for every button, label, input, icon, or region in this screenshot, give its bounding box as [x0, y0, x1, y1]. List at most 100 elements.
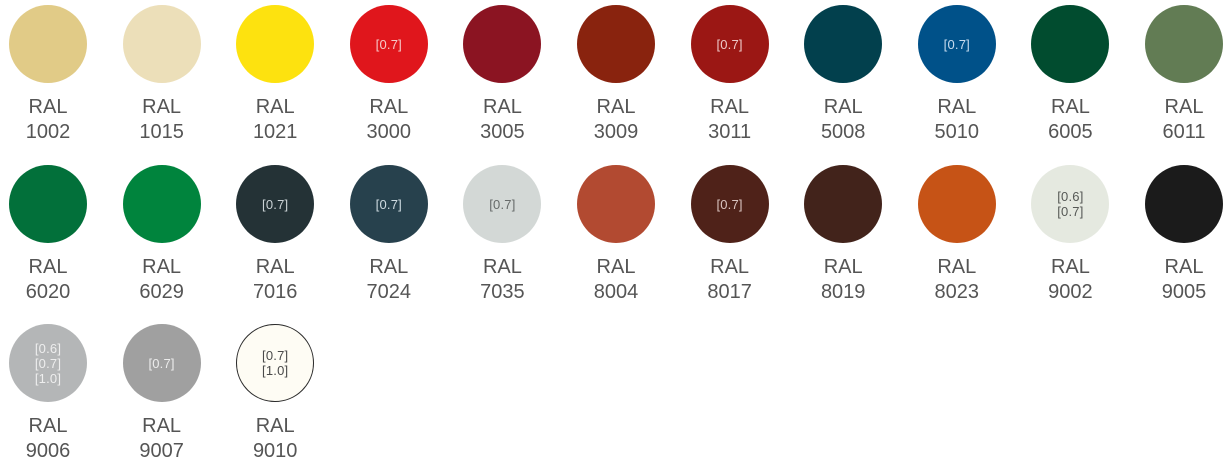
thickness-label: [1.0] — [262, 363, 289, 378]
ral-code: 7035 — [480, 281, 525, 303]
color-swatch: [0.7] RAL 9007 — [117, 324, 207, 463]
ral-label: RAL 8019 — [798, 255, 888, 305]
ral-label: RAL 7035 — [457, 255, 547, 305]
ral-code: 1021 — [252, 121, 298, 143]
color-circle — [122, 165, 201, 243]
ral-label: RAL 8017 — [685, 255, 775, 305]
color-circle — [122, 5, 201, 83]
color-circle — [236, 5, 315, 83]
ral-prefix: RAL — [369, 256, 409, 278]
ral-prefix: RAL — [937, 256, 977, 278]
color-swatch: RAL 1021 — [230, 5, 320, 155]
thickness-label: [0.6] — [1057, 189, 1084, 204]
ral-code: 3011 — [708, 121, 752, 143]
ral-label: RAL 1002 — [3, 95, 93, 145]
color-circle: [0.6] [0.7] [1.0] — [9, 324, 87, 402]
color-swatch: RAL 1002 — [3, 5, 93, 155]
thickness-label: [0.7] — [375, 196, 402, 212]
thickness-label: [0.7] — [262, 196, 289, 212]
color-circle — [9, 5, 87, 83]
ral-prefix: RAL — [710, 96, 750, 118]
ral-prefix: RAL — [710, 256, 750, 278]
ral-code: 9005 — [1161, 281, 1207, 303]
ral-prefix: RAL — [1164, 96, 1204, 118]
ral-label: RAL 3000 — [344, 95, 434, 145]
ral-label: RAL 6020 — [3, 255, 93, 305]
color-swatch: RAL 5008 — [798, 5, 888, 155]
thickness-label: [0.7] — [375, 36, 402, 52]
color-swatch: RAL 1015 — [117, 5, 207, 155]
ral-prefix: RAL — [1164, 256, 1204, 278]
ral-code: 8023 — [934, 281, 980, 303]
color-swatch: [0.7] RAL 5010 — [912, 5, 1002, 155]
ral-label: RAL 9010 — [230, 414, 320, 463]
color-circle — [463, 5, 542, 83]
color-circle — [917, 165, 996, 243]
color-swatch: [0.7] RAL 3011 — [685, 5, 775, 155]
color-circle: [0.7] — [463, 165, 542, 243]
color-circle — [804, 5, 883, 83]
ral-prefix: RAL — [255, 415, 295, 437]
thickness-label: [0.7] — [716, 196, 743, 212]
ral-label: RAL 6011 — [1139, 95, 1224, 145]
color-circle — [1031, 5, 1110, 83]
thickness-label: [1.0] — [34, 370, 62, 386]
color-swatch: [0.6] [0.7] [1.0] RAL 9006 — [3, 324, 93, 463]
color-circle — [9, 165, 87, 243]
color-circle — [804, 165, 883, 243]
ral-label: RAL 6029 — [117, 255, 207, 305]
ral-label: RAL 5010 — [912, 95, 1002, 145]
ral-prefix: RAL — [369, 96, 409, 118]
ral-prefix: RAL — [482, 256, 522, 278]
color-swatch: RAL 8023 — [912, 165, 1002, 315]
color-swatch: RAL 3009 — [571, 5, 661, 155]
thickness-label: [0.6] — [34, 340, 62, 356]
color-circle: [0.6] [0.7] — [1031, 165, 1110, 243]
ral-prefix: RAL — [28, 415, 68, 437]
color-swatch: [0.7] RAL 3000 — [344, 5, 434, 155]
color-swatch: RAL 9005 — [1139, 165, 1224, 315]
color-swatch: [0.7] RAL 7024 — [344, 165, 434, 315]
ral-prefix: RAL — [255, 256, 295, 278]
thickness-label: [0.7] — [34, 355, 62, 371]
color-circle: [0.7] — [349, 165, 428, 243]
ral-code: 9007 — [139, 440, 184, 462]
ral-label: RAL 9007 — [117, 414, 207, 463]
ral-code: 3005 — [480, 121, 525, 143]
color-swatch: RAL 8004 — [571, 165, 661, 315]
ral-prefix: RAL — [142, 256, 182, 278]
ral-code: 3000 — [366, 121, 412, 143]
thickness-label: [0.7] — [1057, 204, 1084, 219]
ral-code: 5010 — [934, 121, 980, 143]
thickness-label: [0.7] — [716, 36, 743, 52]
ral-code: 6020 — [25, 281, 71, 303]
color-circle — [577, 5, 655, 83]
ral-code: 9006 — [25, 440, 71, 462]
ral-code: 8017 — [707, 281, 752, 303]
ral-label: RAL 9005 — [1139, 255, 1224, 305]
ral-code: 1002 — [25, 121, 71, 143]
color-swatch: [0.7] [1.0] RAL 9010 — [230, 324, 320, 463]
color-circle: [0.7] — [349, 5, 428, 83]
color-swatch: RAL 6005 — [1025, 5, 1115, 155]
color-circle: [0.7] — [122, 324, 201, 402]
ral-prefix: RAL — [142, 415, 182, 437]
color-swatch: RAL 3005 — [457, 5, 547, 155]
thickness-label: [0.7] — [489, 196, 516, 212]
ral-prefix: RAL — [142, 96, 182, 118]
ral-label: RAL 3005 — [457, 95, 547, 145]
color-circle: [0.7] — [690, 5, 769, 83]
color-circle: [0.7] — [690, 165, 769, 243]
ral-label: RAL 7016 — [230, 255, 320, 305]
ral-code: 6011 — [1162, 121, 1206, 143]
color-swatch: RAL 6020 — [3, 165, 93, 315]
color-swatch: RAL 8019 — [798, 165, 888, 315]
ral-prefix: RAL — [28, 256, 68, 278]
ral-code: 7016 — [252, 281, 298, 303]
ral-prefix: RAL — [482, 96, 522, 118]
ral-label: RAL 1015 — [117, 95, 207, 145]
thickness-label: [0.7] — [943, 36, 970, 52]
thickness-label: [0.7] — [262, 348, 289, 363]
ral-label: RAL 9002 — [1025, 255, 1115, 305]
